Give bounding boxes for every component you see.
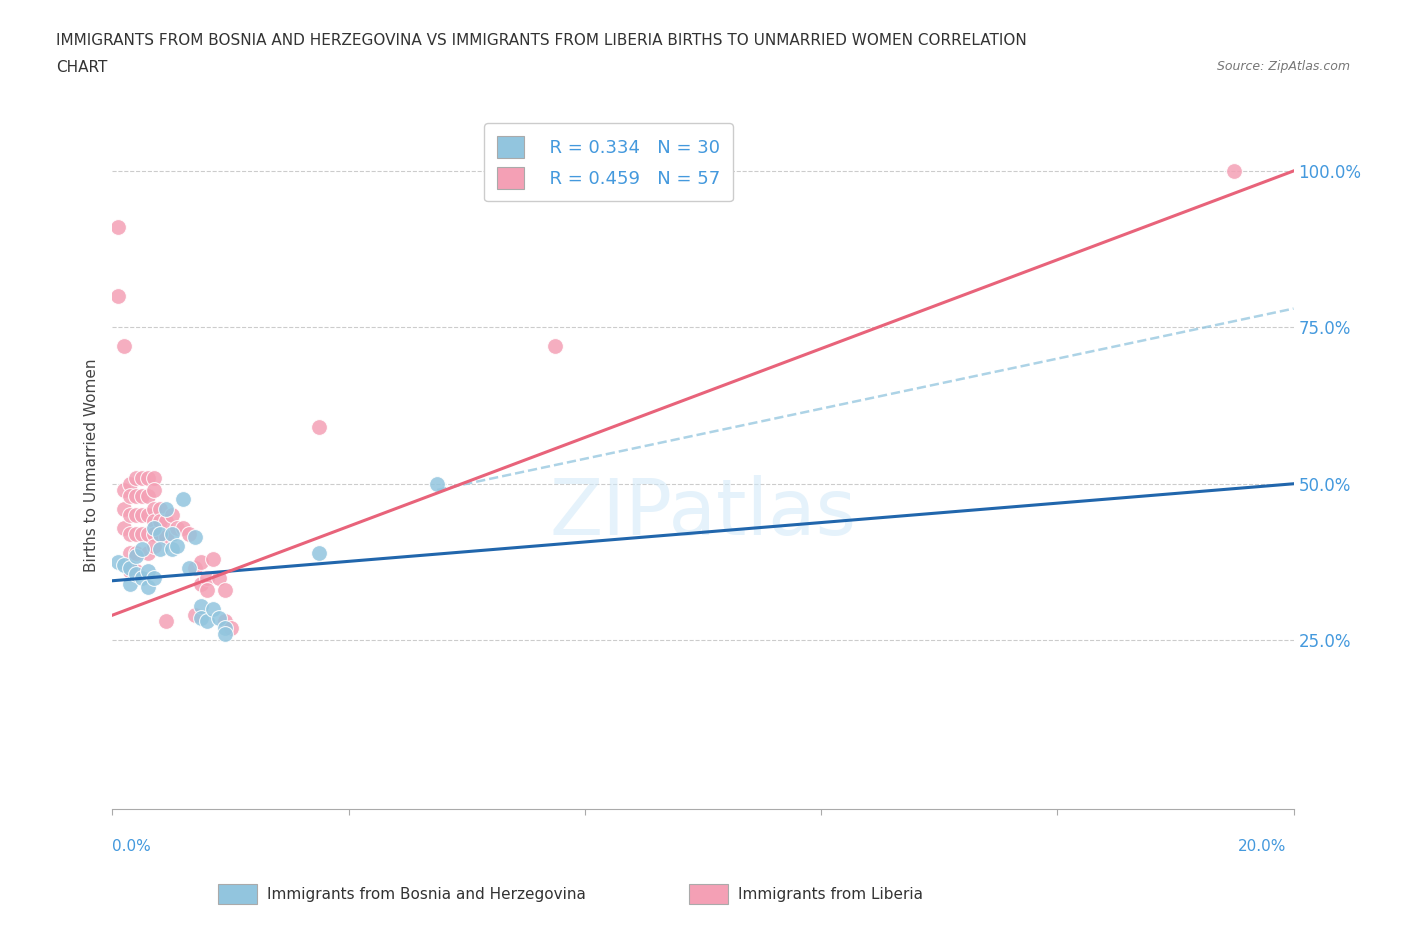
Point	[125, 545, 148, 560]
Point	[155, 529, 177, 544]
Point	[142, 526, 165, 541]
Point	[112, 501, 135, 516]
Point	[131, 489, 153, 504]
Point	[219, 620, 242, 635]
Point	[190, 611, 212, 626]
Point	[426, 476, 449, 491]
Point	[120, 489, 142, 504]
Point	[166, 520, 188, 535]
Point	[195, 614, 218, 629]
Point	[125, 526, 148, 541]
Point	[1223, 164, 1246, 179]
Point	[125, 470, 148, 485]
Point	[136, 545, 159, 560]
Point	[107, 288, 129, 303]
Text: Immigrants from Liberia: Immigrants from Liberia	[738, 887, 924, 902]
Point	[214, 583, 236, 598]
Point	[190, 554, 212, 569]
Point	[125, 567, 148, 582]
Y-axis label: Births to Unmarried Women: Births to Unmarried Women	[83, 358, 98, 572]
Point	[120, 476, 142, 491]
Point	[160, 526, 183, 541]
Point	[308, 420, 330, 435]
Point	[112, 483, 135, 498]
Point	[136, 489, 159, 504]
Point	[120, 577, 142, 591]
Point	[149, 526, 172, 541]
Point	[136, 508, 159, 523]
Point	[142, 520, 165, 535]
Point	[201, 602, 224, 617]
Point	[214, 620, 236, 635]
Point	[107, 554, 129, 569]
Point	[120, 545, 142, 560]
Point	[201, 551, 224, 566]
Point	[160, 542, 183, 557]
Text: IMMIGRANTS FROM BOSNIA AND HERZEGOVINA VS IMMIGRANTS FROM LIBERIA BIRTHS TO UNMA: IMMIGRANTS FROM BOSNIA AND HERZEGOVINA V…	[56, 33, 1026, 47]
Point	[214, 627, 236, 642]
Text: ZIPatlas: ZIPatlas	[550, 475, 856, 551]
Point	[120, 564, 142, 578]
Point	[195, 570, 218, 585]
Point	[184, 607, 207, 622]
Text: Source: ZipAtlas.com: Source: ZipAtlas.com	[1216, 60, 1350, 73]
Point	[184, 529, 207, 544]
Point	[120, 526, 142, 541]
Point	[308, 545, 330, 560]
Point	[208, 570, 231, 585]
Text: CHART: CHART	[56, 60, 108, 75]
Point	[136, 526, 159, 541]
Point	[155, 501, 177, 516]
Point	[179, 561, 201, 576]
Point	[179, 526, 201, 541]
Point	[149, 514, 172, 529]
Point	[155, 514, 177, 529]
Point	[125, 508, 148, 523]
Point	[131, 470, 153, 485]
Point	[120, 508, 142, 523]
Point	[142, 538, 165, 553]
Point	[166, 538, 188, 553]
Point	[112, 558, 135, 573]
Point	[172, 520, 194, 535]
Point	[142, 514, 165, 529]
Point	[125, 489, 148, 504]
Point	[136, 564, 159, 578]
Point	[214, 614, 236, 629]
Point	[120, 561, 142, 576]
Point	[544, 339, 567, 353]
Text: 20.0%: 20.0%	[1239, 839, 1286, 854]
Point	[142, 483, 165, 498]
Point	[155, 614, 177, 629]
Point	[142, 470, 165, 485]
Text: Immigrants from Bosnia and Herzegovina: Immigrants from Bosnia and Herzegovina	[267, 887, 586, 902]
Point	[131, 526, 153, 541]
Point	[131, 542, 153, 557]
Point	[125, 564, 148, 578]
Point	[160, 508, 183, 523]
Point	[136, 470, 159, 485]
Point	[184, 561, 207, 576]
Point	[195, 583, 218, 598]
Point	[142, 570, 165, 585]
Point	[112, 339, 135, 353]
Point	[131, 508, 153, 523]
Point	[208, 611, 231, 626]
Legend:   R = 0.334   N = 30,   R = 0.459   N = 57: R = 0.334 N = 30, R = 0.459 N = 57	[484, 123, 733, 202]
Point	[149, 501, 172, 516]
Point	[172, 492, 194, 507]
Point	[149, 526, 172, 541]
Point	[131, 570, 153, 585]
Point	[107, 219, 129, 234]
Point	[136, 579, 159, 594]
Point	[125, 549, 148, 564]
Point	[190, 577, 212, 591]
Point	[112, 520, 135, 535]
Point	[190, 598, 212, 613]
Point	[142, 501, 165, 516]
Text: 0.0%: 0.0%	[112, 839, 152, 854]
Point	[149, 542, 172, 557]
